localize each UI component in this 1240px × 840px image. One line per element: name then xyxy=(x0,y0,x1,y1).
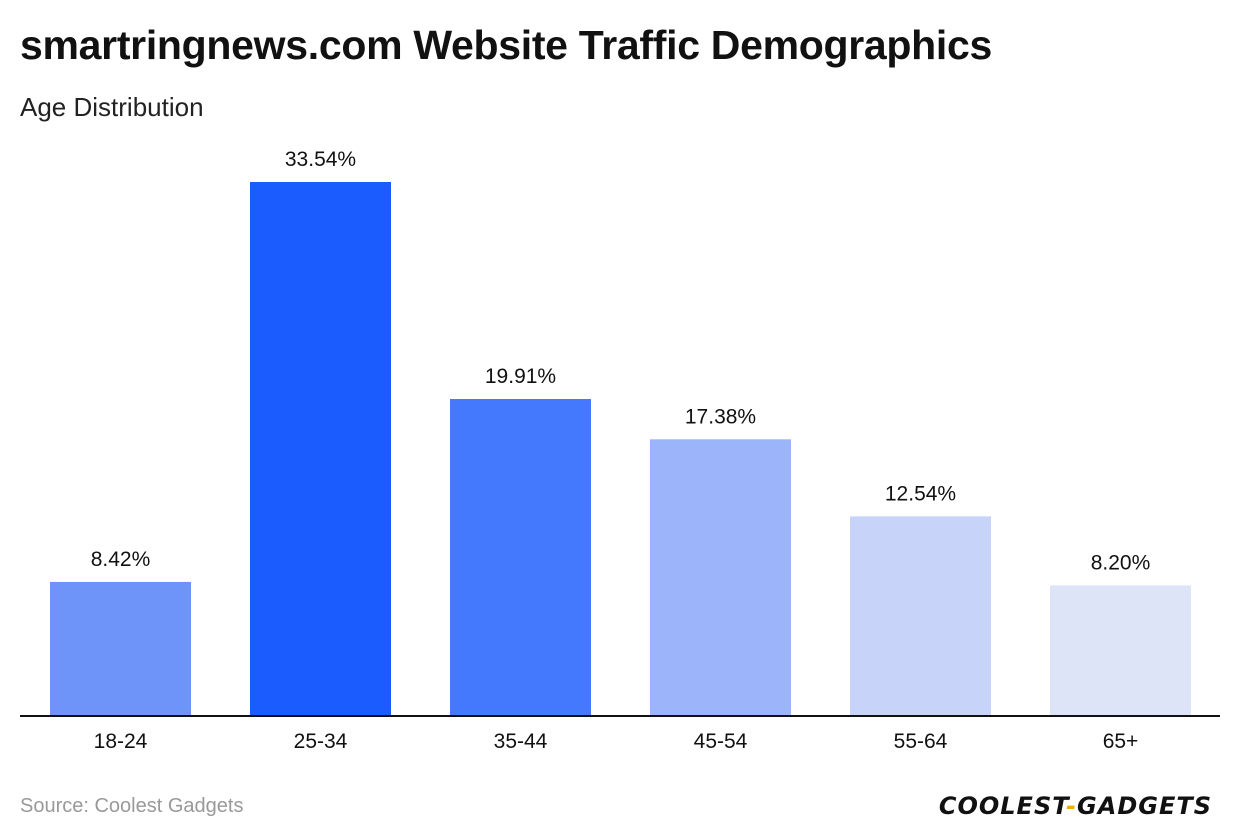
tick-labels-group: 18-24 25-34 35-44 45-54 55-64 65+ xyxy=(94,730,1139,753)
tick-label-55-64: 55-64 xyxy=(894,730,948,753)
value-label-25-34: 33.54% xyxy=(285,148,356,171)
tick-label-65+: 65+ xyxy=(1103,730,1139,753)
logo-word-1: COOLEST xyxy=(938,792,1067,820)
brand-logo: COOLEST-GADGETS xyxy=(939,792,1212,820)
bar-25-34 xyxy=(250,182,391,716)
bar-18-24 xyxy=(50,581,191,716)
value-label-65+: 8.20% xyxy=(1091,551,1151,574)
value-label-18-24: 8.42% xyxy=(91,548,151,571)
bar-65+ xyxy=(1050,585,1191,716)
bar-45-54 xyxy=(650,439,791,716)
tick-label-45-54: 45-54 xyxy=(694,730,748,753)
bar-35-44 xyxy=(450,399,591,716)
logo-dash: - xyxy=(1066,792,1078,820)
value-labels-group: 8.42% 33.54% 19.91% 17.38% 12.54% 8.20% xyxy=(91,148,1151,574)
tick-label-25-34: 25-34 xyxy=(294,730,348,753)
source-note: Source: Coolest Gadgets xyxy=(20,795,244,817)
chart-subtitle: Age Distribution xyxy=(20,92,204,122)
bars-group xyxy=(50,182,1191,716)
logo-word-2: GADGETS xyxy=(1077,792,1212,820)
value-label-55-64: 12.54% xyxy=(885,482,956,505)
tick-label-35-44: 35-44 xyxy=(494,730,548,753)
tick-label-18-24: 18-24 xyxy=(94,730,148,753)
value-label-45-54: 17.38% xyxy=(685,405,756,428)
value-label-35-44: 19.91% xyxy=(485,365,556,388)
chart-title: smartringnews.com Website Traffic Demogr… xyxy=(20,22,993,68)
bar-55-64 xyxy=(850,516,991,716)
